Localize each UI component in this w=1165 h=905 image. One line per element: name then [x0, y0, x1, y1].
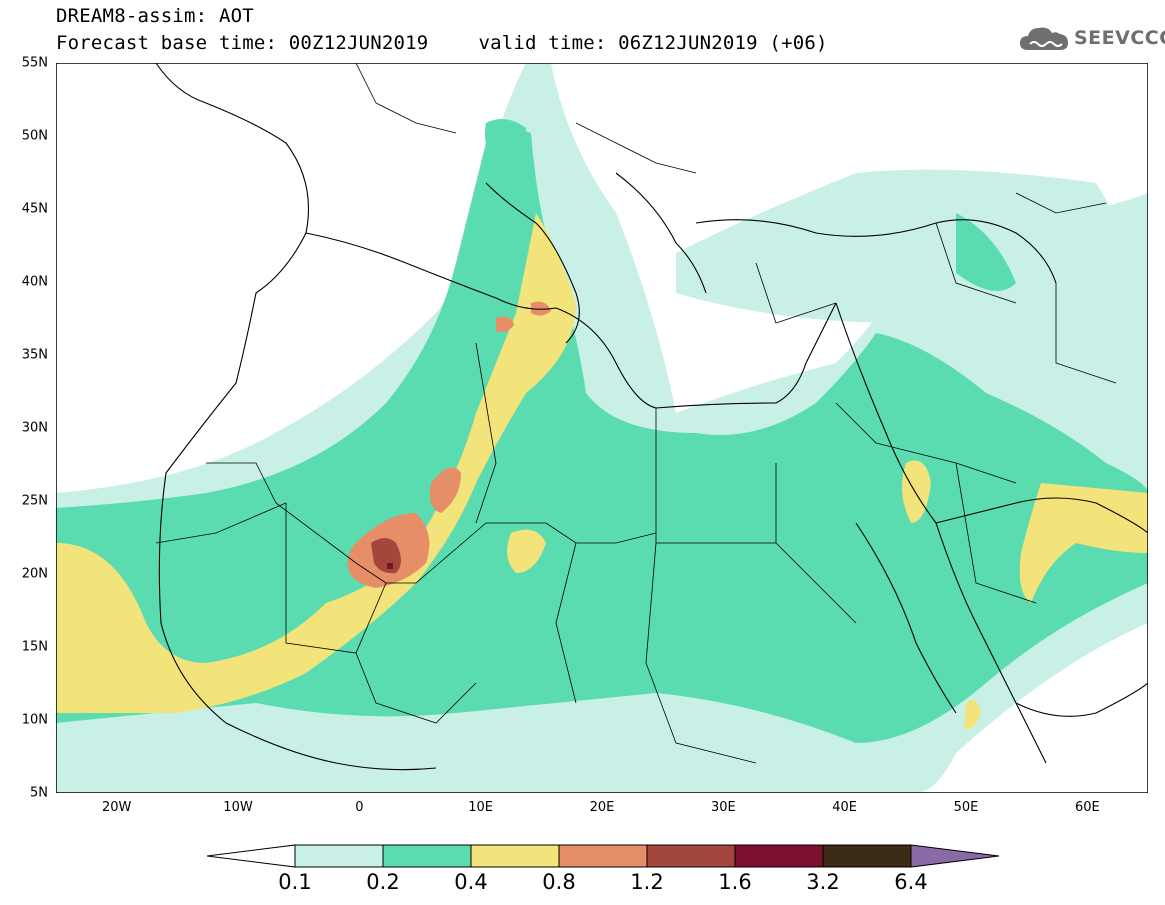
colorbar-swatch	[558, 844, 648, 868]
lon-label: 50E	[953, 800, 979, 815]
colorbar-tick-label: 0.8	[542, 870, 576, 894]
aot-peak	[387, 563, 393, 569]
aot-band-1-2	[371, 538, 401, 574]
lat-label: 45N	[21, 201, 48, 217]
colorbar-tick-label: 3.2	[806, 870, 840, 894]
colorbar-swatch	[294, 844, 384, 868]
seevccc-logo: SEEVCCC	[1018, 22, 1165, 54]
colorbar-tick-label: 1.2	[630, 870, 664, 894]
lon-label: 40E	[832, 800, 858, 815]
colorbar-under-triangle	[207, 844, 296, 868]
colorbar-tick-label: 1.6	[718, 870, 752, 894]
lat-label: 35N	[21, 347, 48, 363]
colorbar-tick-label: 0.2	[366, 870, 400, 894]
aot-band-0-2	[56, 129, 1148, 744]
lat-label: 55N	[21, 55, 48, 71]
lat-label: 5N	[30, 785, 48, 801]
colorbar-tick-label: 6.4	[894, 870, 928, 894]
colorbar-tick-label: 0.4	[454, 870, 488, 894]
country-borders	[155, 63, 1117, 764]
logo-text: SEEVCCC	[1074, 27, 1165, 49]
lat-label: 15N	[21, 639, 48, 655]
lat-label: 10N	[21, 712, 48, 728]
lon-label: 10E	[468, 800, 494, 815]
colorbar-swatch	[822, 844, 912, 868]
aot-band-0-4	[56, 213, 576, 713]
lon-label: 20W	[101, 800, 132, 815]
lon-label: 0	[355, 800, 364, 815]
lat-label: 50N	[21, 128, 48, 144]
lon-label: 10W	[223, 800, 253, 815]
colorbar	[207, 844, 999, 868]
time-line: Forecast base time: 00Z12JUN2019 valid ti…	[56, 32, 828, 54]
valid-time: valid time: 06Z12JUN2019 (+06)	[478, 32, 828, 54]
coastlines	[155, 63, 1148, 771]
colorbar-swatch	[470, 844, 560, 868]
colorbar-tick-label: 0.1	[278, 870, 312, 894]
colorbar-over-triangle	[910, 844, 999, 868]
map-panel	[56, 63, 1148, 793]
lat-label: 20N	[21, 566, 48, 582]
lon-label: 60E	[1074, 800, 1100, 815]
base-time: Forecast base time: 00Z12JUN2019	[56, 32, 429, 54]
lat-label: 25N	[21, 493, 48, 509]
colorbar-swatch	[646, 844, 736, 868]
lon-label: 20E	[589, 800, 615, 815]
colorbar-swatch	[734, 844, 824, 868]
lat-label: 30N	[21, 420, 48, 436]
lon-label: 30E	[710, 800, 736, 815]
cloud-icon	[1020, 27, 1068, 50]
map-title: DREAM8-assim: AOT	[56, 5, 254, 27]
colorbar-swatch	[382, 844, 472, 868]
lat-label: 40N	[21, 274, 48, 290]
